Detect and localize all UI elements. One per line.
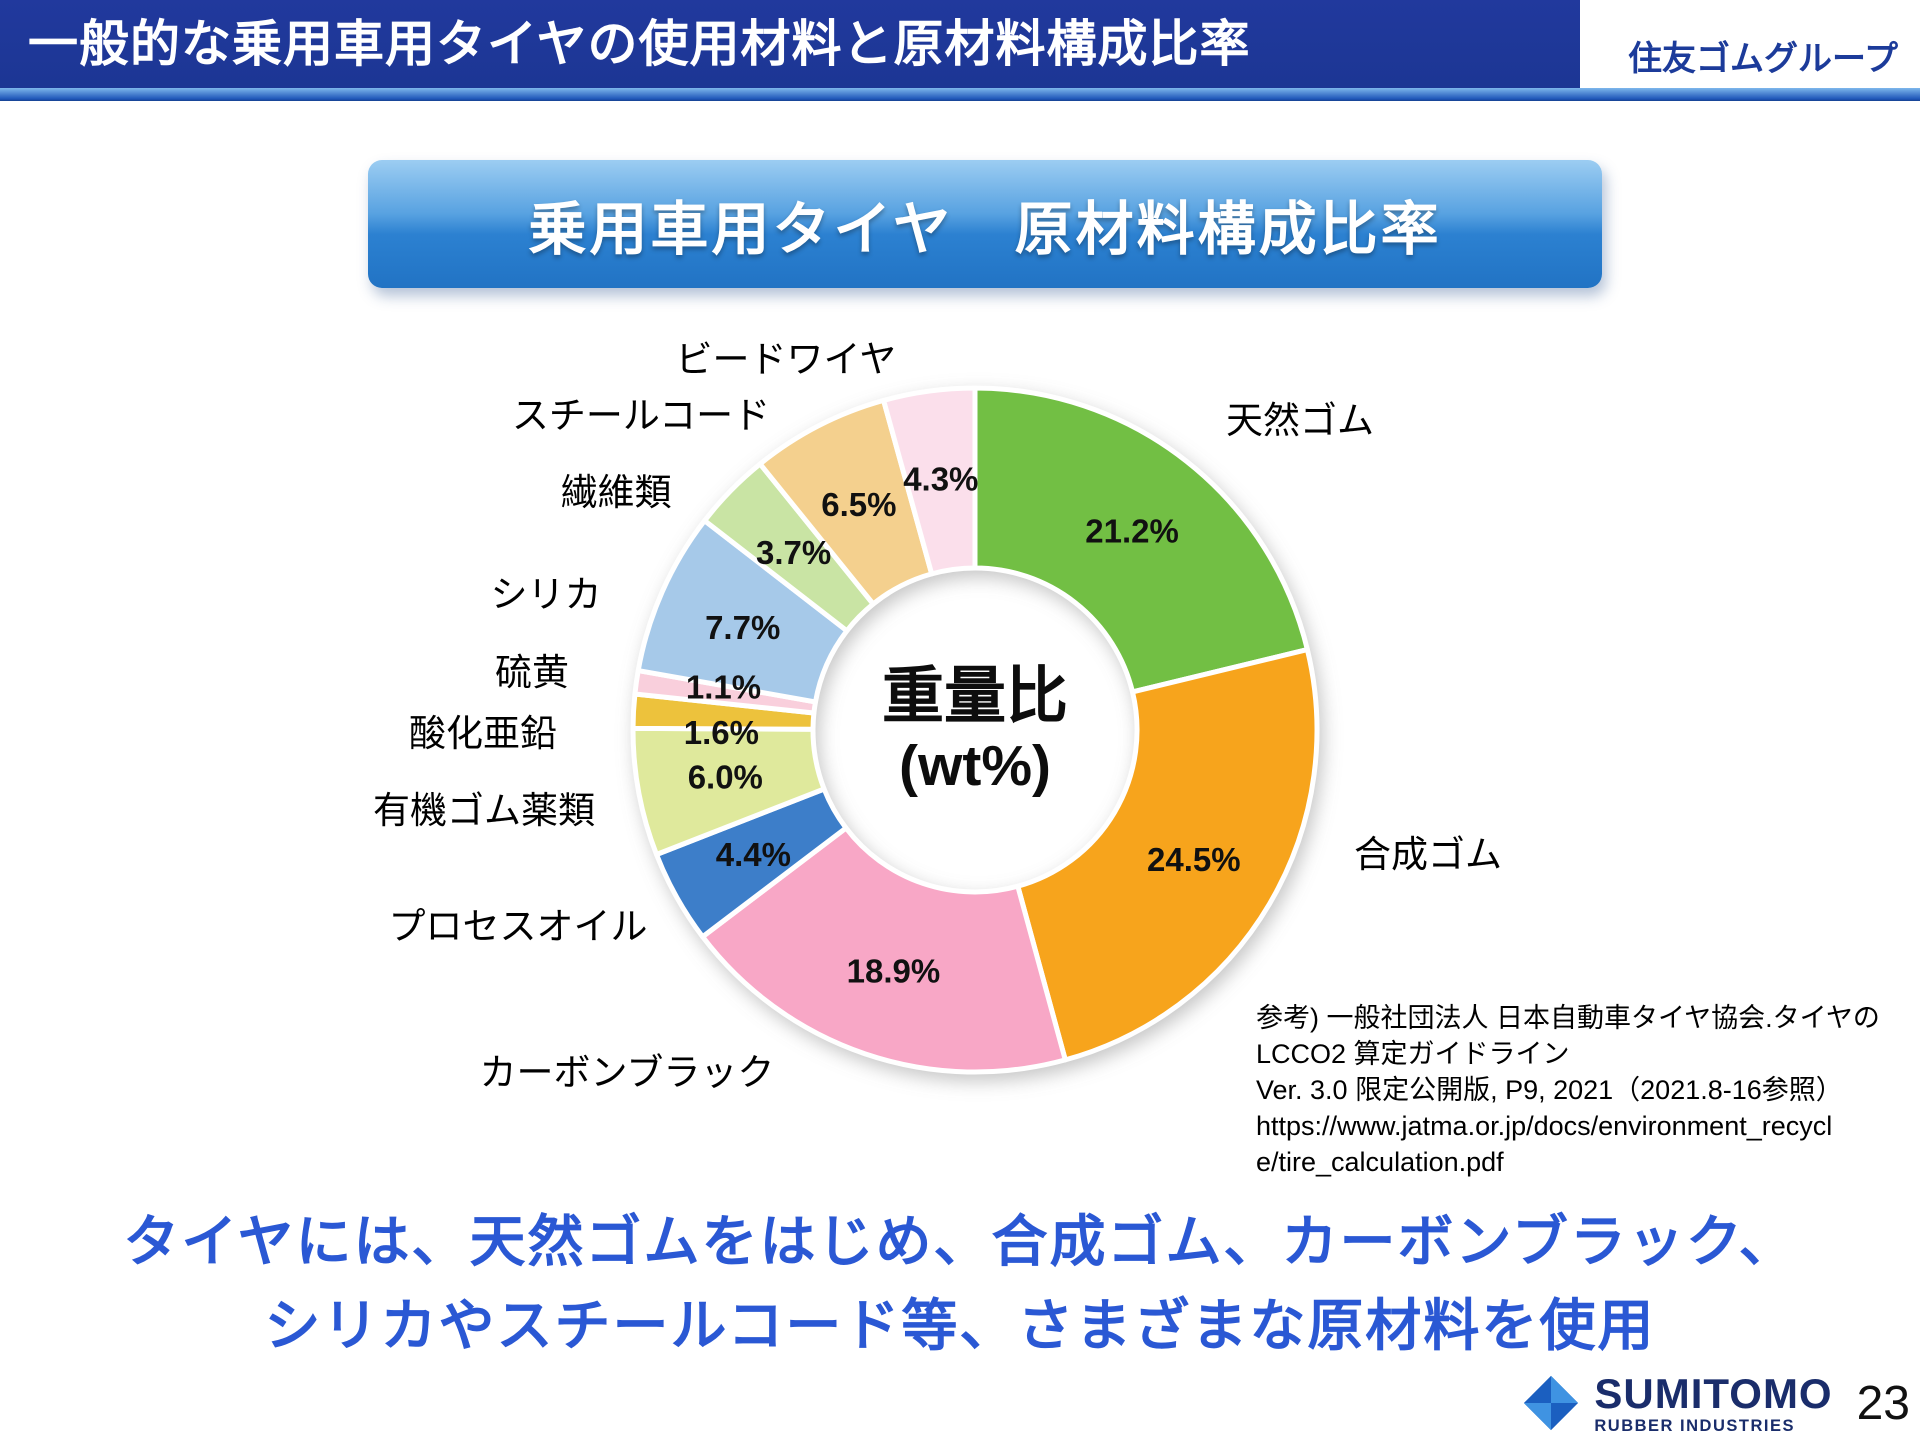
summary-line2: シリカやスチールコード等、さまざまな原材料を使用	[264, 1294, 1656, 1357]
donut-label-carbon-black: カーボンブラック	[480, 1052, 775, 1093]
donut-percent-process-oil: 4.4%	[716, 836, 791, 873]
donut-percent-synthetic-rubber: 24.5%	[1147, 841, 1241, 878]
summary-message: タイヤには、天然ゴムをはじめ、合成ゴム、カーボンブラック、 シリカやスチールコー…	[0, 1200, 1920, 1368]
donut-label-steel-cord: スチールコード	[512, 395, 770, 436]
donut-label-organic-rubber-chemicals: 有機ゴム薬類	[373, 790, 595, 831]
chart-title-box: 乗用車用タイヤ 原材料構成比率	[368, 160, 1602, 288]
title-bar: 一般的な乗用車用タイヤの使用材料と原材料構成比率 住友ゴムグループ	[0, 0, 1920, 88]
reference-line: e/tire_calculation.pdf	[1256, 1147, 1504, 1177]
donut-center-label: 重量比 (wt%)	[775, 660, 1175, 800]
page-number: 23	[1856, 1376, 1910, 1430]
reference-line: Ver. 3.0 限定公開版, P9, 2021（2021.8-16参照）	[1256, 1075, 1843, 1105]
donut-percent-carbon-black: 18.9%	[847, 953, 941, 990]
donut-labels-group: 21.2% 天然ゴム 24.5% 合成ゴム 18.9% カーボンブラック 4.4% プロセスオ…	[373, 339, 1502, 1093]
company-wordmark: SUMITOMO RUBBER INDUSTRIES	[1594, 1369, 1833, 1435]
donut-slices-group	[630, 385, 1320, 1075]
sumitomo-logo-icon	[1524, 1376, 1579, 1431]
donut-label-fibers: 繊維類	[561, 472, 672, 513]
reference-line: 参考) 一般社団法人 日本自動車タイヤ協会.タイヤの	[1256, 1003, 1880, 1033]
company-name: SUMITOMO	[1594, 1369, 1833, 1417]
donut-percent-natural-rubber: 21.2%	[1085, 512, 1179, 549]
reference-note: 参考) 一般社団法人 日本自動車タイヤ協会.タイヤの LCCO2 算定ガイドライ…	[1256, 1000, 1906, 1180]
donut-slice-bead-wire	[881, 385, 978, 577]
footer: SUMITOMO RUBBER INDUSTRIES 23	[1522, 1369, 1910, 1435]
donut-label-bead-wire: ビードワイヤ	[676, 339, 897, 380]
donut-percent-steel-cord: 6.5%	[821, 486, 896, 523]
slide-title: 一般的な乗用車用タイヤの使用材料と原材料構成比率	[28, 16, 1251, 72]
logo-facet-bottom-left	[1524, 1403, 1552, 1431]
donut-percent-zinc-oxide: 1.6%	[684, 714, 759, 751]
donut-label-silica: シリカ	[491, 574, 602, 615]
donut-label-natural-rubber: 天然ゴム	[1226, 400, 1374, 441]
donut-percent-sulfur: 1.1%	[686, 669, 761, 706]
header-accent-line	[0, 88, 1920, 101]
reference-line: https://www.jatma.or.jp/docs/environment…	[1256, 1111, 1833, 1141]
brand-text: 住友ゴムグループ	[1628, 40, 1898, 78]
donut-slice-synthetic-rubber	[1015, 647, 1320, 1063]
reference-line: LCCO2 算定ガイドライン	[1256, 1039, 1570, 1069]
donut-percent-fibers: 3.7%	[756, 534, 831, 571]
donut-slice-carbon-black	[700, 825, 1068, 1075]
center-label-line1: 重量比	[881, 662, 1068, 731]
donut-percent-silica: 7.7%	[705, 609, 780, 646]
center-label-line2: (wt%)	[899, 734, 1051, 799]
company-subtitle: RUBBER INDUSTRIES	[1594, 1416, 1795, 1435]
donut-percent-organic-rubber-chemicals: 6.0%	[688, 759, 763, 796]
donut-slice-natural-rubber	[972, 385, 1310, 695]
donut-percent-bead-wire: 4.3%	[903, 460, 978, 497]
donut-label-synthetic-rubber: 合成ゴム	[1354, 834, 1502, 875]
brand-box: 住友ゴムグループ	[1580, 0, 1920, 88]
logo-facet-top-right	[1551, 1376, 1579, 1404]
donut-label-zinc-oxide: 酸化亜鉛	[409, 713, 557, 754]
donut-label-sulfur: 硫黄	[495, 652, 569, 693]
chart-title: 乗用車用タイヤ 原材料構成比率	[528, 197, 1442, 262]
donut-label-process-oil: プロセスオイル	[389, 906, 648, 947]
summary-line1: タイヤには、天然ゴムをはじめ、合成ゴム、カーボンブラック、	[123, 1210, 1797, 1273]
